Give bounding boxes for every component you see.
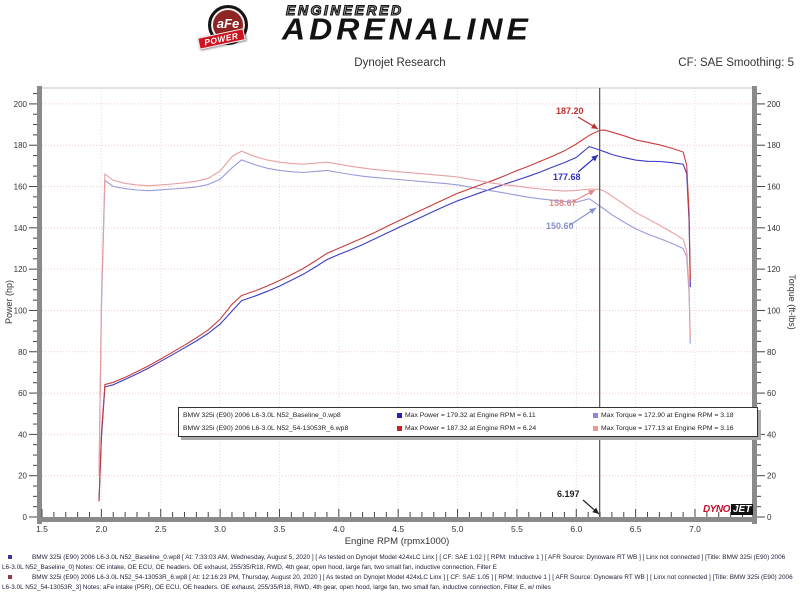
y-tick-label-left: 200 xyxy=(14,100,28,109)
x-tick-label: 4.0 xyxy=(333,524,345,534)
callout-arrowhead-icon xyxy=(591,155,598,162)
brand-adrenaline: ADRENALINE xyxy=(282,12,532,47)
legend-max-power-baseline: Max Power = 179.32 at Engine RPM = 6.11 xyxy=(397,412,593,419)
y-tick-label-right: 160 xyxy=(767,183,781,192)
curve-torque-baseline xyxy=(98,159,691,476)
legend-file-afe: BMW 325i (E90) 2006 L6-3.0L N52_54-13053… xyxy=(183,425,349,432)
y-tick-label-right: 0 xyxy=(767,513,772,522)
y-axis-title-right: Torque (ft-lbs) xyxy=(787,274,797,330)
x-tick-label: 6.0 xyxy=(570,524,582,534)
callout-arrowhead-icon xyxy=(589,208,596,214)
y-tick-label-left: 80 xyxy=(18,348,27,357)
legend-max-torque-afe-text: Max Torque = 177.13 at Engine RPM = 3.16 xyxy=(601,425,734,432)
x-axis-title: Engine RPM (rpmx1000) xyxy=(345,536,450,547)
y-tick-label-right: 120 xyxy=(767,265,781,274)
run-info-afe-text: BMW 325i (E90) 2006 L6-3.0L N52_54-13053… xyxy=(2,574,793,591)
y-tick-label-left: 40 xyxy=(18,430,27,439)
x-tick-label: 6.5 xyxy=(630,524,642,534)
x-tick-label: 1.5 xyxy=(36,524,48,534)
legend-row-baseline: BMW 325i (E90) 2006 L6-3.0L N52_Baseline… xyxy=(183,412,753,419)
legend-max-torque-baseline: Max Torque = 172.90 at Engine RPM = 3.18 xyxy=(593,412,753,419)
y-axis-title-left: Power (hp) xyxy=(4,280,14,324)
y-tick-label-right: 180 xyxy=(767,141,781,150)
page-title: Dynojet Research xyxy=(354,57,446,69)
right-axis-bar xyxy=(752,86,757,524)
y-tick-label-left: 180 xyxy=(14,141,28,150)
y-tick-label-right: 80 xyxy=(767,348,776,357)
callout-arrowhead-icon xyxy=(592,507,599,514)
y-tick-label-right: 60 xyxy=(767,389,776,398)
y-tick-label-left: 0 xyxy=(23,513,28,522)
curve-power-afe xyxy=(98,129,691,502)
x-tick-label: 7.0 xyxy=(689,524,701,534)
legend-max-power-baseline-text: Max Power = 179.32 at Engine RPM = 6.11 xyxy=(405,412,536,419)
legend-file-baseline: BMW 325i (E90) 2006 L6-3.0L N52_Baseline… xyxy=(183,412,341,419)
left-axis-bar xyxy=(37,86,42,524)
x-tick-label: 5.5 xyxy=(511,524,523,534)
y-tick-label-left: 160 xyxy=(14,183,28,192)
power-swatch-baseline-icon xyxy=(397,413,402,418)
x-tick-label: 4.5 xyxy=(392,524,404,534)
y-tick-label-left: 120 xyxy=(14,265,28,274)
legend-box[interactable]: BMW 325i (E90) 2006 L6-3.0L N52_Baseline… xyxy=(178,407,758,437)
x-tick-label: 3.5 xyxy=(274,524,286,534)
y-tick-label-left: 140 xyxy=(14,224,28,233)
legend-max-power-afe: Max Power = 187.32 at Engine RPM = 6.24 xyxy=(397,425,593,432)
y-tick-label-left: 60 xyxy=(18,389,27,398)
y-tick-label-right: 20 xyxy=(767,472,776,481)
run-info-afe: BMW 325i (E90) 2006 L6-3.0L N52_54-13053… xyxy=(2,573,796,592)
afe-logo-text: aFe xyxy=(216,16,240,31)
y-tick-label-left: 100 xyxy=(14,306,28,315)
run-bullet-baseline-icon xyxy=(8,555,12,559)
dynojet-jet-text: JET xyxy=(730,504,754,515)
legend-row-afe: BMW 325i (E90) 2006 L6-3.0L N52_54-13053… xyxy=(183,425,753,432)
dynojet-dyno-text: DYNO xyxy=(703,504,730,515)
y-tick-label-right: 140 xyxy=(767,224,781,233)
x-tick-label: 3.0 xyxy=(214,524,226,534)
run-info-baseline-text: BMW 325i (E90) 2006 L6-3.0L N52_Baseline… xyxy=(2,554,786,571)
run-info-baseline: BMW 325i (E90) 2006 L6-3.0L N52_Baseline… xyxy=(2,553,796,572)
callout-arrowhead-icon xyxy=(591,123,598,129)
y-tick-label-right: 40 xyxy=(767,430,776,439)
torque-swatch-baseline-icon xyxy=(593,413,598,418)
y-tick-label-right: 100 xyxy=(767,306,781,315)
curve-torque-afe xyxy=(98,150,691,476)
run-bullet-afe-icon xyxy=(8,575,12,579)
legend-max-power-afe-text: Max Power = 187.32 at Engine RPM = 6.24 xyxy=(405,425,537,432)
bottom-axis-bar xyxy=(37,517,757,522)
y-tick-label-left: 20 xyxy=(18,472,27,481)
brand-engineered: ENGINEERED xyxy=(285,1,404,18)
smoothing-setting: CF: SAE Smoothing: 5 xyxy=(678,57,794,69)
legend-max-torque-baseline-text: Max Torque = 172.90 at Engine RPM = 3.18 xyxy=(601,412,734,419)
torque-swatch-afe-icon xyxy=(593,426,598,431)
x-tick-label: 2.0 xyxy=(95,524,107,534)
dynojet-watermark: DYNO JET xyxy=(703,503,754,516)
power-swatch-afe-icon xyxy=(397,426,402,431)
footer-runs: BMW 325i (E90) 2006 L6-3.0L N52_Baseline… xyxy=(2,553,796,593)
x-tick-label: 5.0 xyxy=(452,524,464,534)
legend-max-torque-afe: Max Torque = 177.13 at Engine RPM = 3.16 xyxy=(593,425,753,432)
x-tick-label: 2.5 xyxy=(155,524,167,534)
curve-power-baseline xyxy=(98,145,691,502)
callout-arrowhead-icon xyxy=(588,190,595,196)
y-tick-label-right: 200 xyxy=(767,100,781,109)
